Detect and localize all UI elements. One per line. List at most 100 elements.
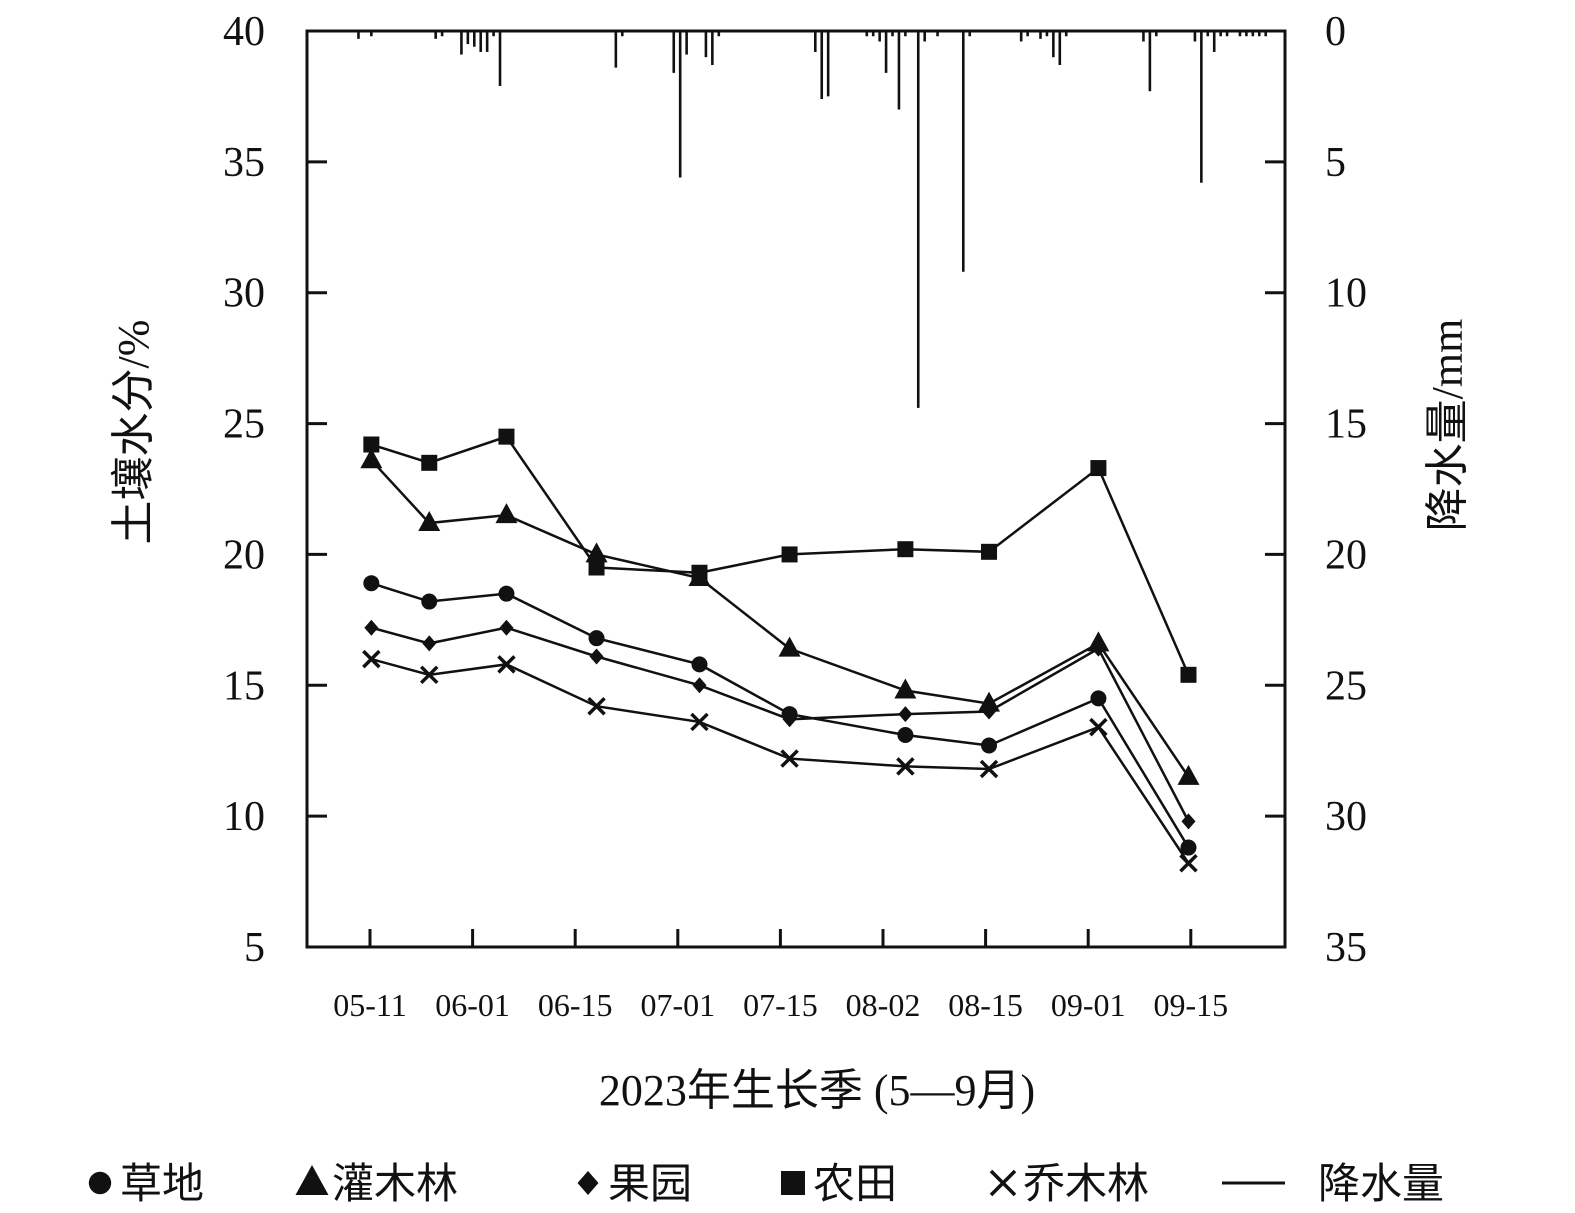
data-point-square: [588, 559, 605, 576]
y-right-tick-label: 0: [1325, 9, 1346, 55]
data-point-x: [690, 712, 709, 732]
x-tick-label: 09-01: [1051, 987, 1126, 1023]
data-point-square: [1180, 666, 1197, 683]
data-point-circle: [1090, 690, 1107, 707]
data-point-triangle: [585, 542, 608, 563]
legend-label: 灌木林: [332, 1162, 458, 1208]
data-point-square: [781, 546, 798, 563]
y-axis-left-title: 土壤水分/%: [109, 320, 158, 545]
data-point-x: [780, 749, 799, 768]
data-point-x: [896, 757, 915, 776]
data-point-x: [979, 759, 999, 779]
series-line-diamond: [371, 626, 1190, 822]
data-point-circle: [363, 575, 380, 592]
series-line-triangle: [370, 459, 1190, 778]
data-point-triangle: [978, 691, 1001, 712]
data-point-diamond: [499, 619, 514, 636]
x-stroke: [587, 696, 606, 716]
y-right-tick-label: 25: [1325, 663, 1367, 709]
y-right-tick-label: 30: [1325, 794, 1367, 840]
y-left-tick-label: 35: [223, 140, 265, 186]
legend-marker-x: [989, 1169, 1017, 1197]
data-point-square: [363, 436, 380, 453]
data-point-triangle: [495, 503, 518, 524]
data-point-diamond: [692, 677, 707, 694]
data-point-circle: [421, 593, 438, 610]
data-point-square: [897, 541, 914, 558]
data-point-diamond: [782, 711, 797, 728]
x-stroke: [989, 1169, 1017, 1197]
data-point-circle: [588, 630, 605, 647]
data-point-circle: [498, 585, 515, 602]
legend-label: 草地: [120, 1162, 204, 1208]
x-stroke: [1089, 717, 1108, 737]
data-point-triangle: [778, 636, 801, 657]
data-point-x: [362, 649, 381, 669]
y-left-tick-label: 15: [223, 663, 265, 709]
legend: 草地 灌木林 果园 农田 乔木林 降水量: [88, 1162, 1444, 1208]
series-line-x: [371, 657, 1190, 864]
series-line-square: [370, 435, 1190, 676]
x-stroke: [1179, 854, 1198, 873]
axes: 5 10 15 20 25 30 35 40 35 30 25 20 15 10 5 0 05-11 06-01 0…: [223, 9, 1367, 1023]
data-point-diamond: [898, 706, 913, 723]
data-point-diamond: [982, 703, 997, 720]
y-right-tick-label: 20: [1325, 532, 1367, 578]
y-left-tick-label: 30: [223, 271, 265, 317]
y-axis-right-title: 降水量/mm: [1423, 319, 1472, 532]
legend-label: 农田: [813, 1162, 897, 1208]
data-point-square: [498, 428, 515, 445]
data-point-square: [691, 564, 708, 581]
data-point-square: [1090, 460, 1107, 477]
x-tick-label: 07-01: [640, 987, 715, 1023]
data-point-diamond: [1091, 640, 1106, 657]
data-point-diamond: [364, 619, 379, 636]
series-line-circle: [370, 582, 1190, 849]
legend-marker-diamond: [577, 1171, 599, 1195]
data-point-diamond: [422, 635, 437, 652]
data-point-square: [981, 543, 998, 560]
x-stroke: [362, 649, 381, 669]
x-tick-label: 05-11: [333, 987, 406, 1023]
y-right-tick-label: 5: [1325, 140, 1346, 186]
y-right-tick-label: 10: [1325, 271, 1367, 317]
x-tick-label: 06-01: [435, 987, 510, 1023]
data-point-x: [1179, 854, 1198, 873]
x-stroke: [896, 757, 915, 776]
series-markers: [360, 428, 1200, 873]
y-left-tick-label: 5: [244, 925, 265, 971]
y-right-tick-label: 15: [1325, 402, 1367, 448]
x-tick-label: 08-15: [948, 987, 1023, 1023]
x-tick-label: 06-15: [538, 987, 613, 1023]
y-left-tick-label: 40: [223, 9, 265, 55]
data-point-circle: [897, 727, 914, 744]
y-left-tick-label: 25: [223, 402, 265, 448]
legend-label: 降水量: [1318, 1162, 1444, 1208]
legend-marker-circle: [88, 1171, 112, 1195]
y-left-tick-label: 10: [223, 794, 265, 840]
series-lines: [370, 435, 1190, 864]
x-stroke: [780, 749, 799, 768]
data-point-triangle: [360, 448, 383, 469]
data-point-triangle: [418, 511, 441, 532]
data-point-triangle: [1177, 764, 1200, 785]
data-point-triangle: [894, 678, 917, 699]
plot-frame: [305, 29, 1287, 949]
data-point-circle: [1180, 839, 1197, 856]
data-point-x: [420, 665, 439, 685]
x-stroke: [497, 655, 516, 674]
legend-label: 乔木林: [1023, 1162, 1149, 1208]
x-stroke: [690, 712, 709, 732]
legend-label: 果园: [608, 1162, 692, 1208]
data-point-circle: [981, 737, 998, 754]
data-point-x: [587, 696, 606, 716]
data-point-x: [497, 655, 516, 674]
data-point-circle: [691, 656, 708, 673]
data-point-x: [1089, 717, 1108, 737]
x-axis-title: 2023年生长季 (5—9月): [599, 1066, 1035, 1115]
x-stroke: [420, 665, 439, 685]
y-left-tick-label: 20: [223, 532, 265, 578]
data-point-diamond: [1181, 813, 1196, 830]
legend-marker-triangle: [295, 1165, 329, 1195]
